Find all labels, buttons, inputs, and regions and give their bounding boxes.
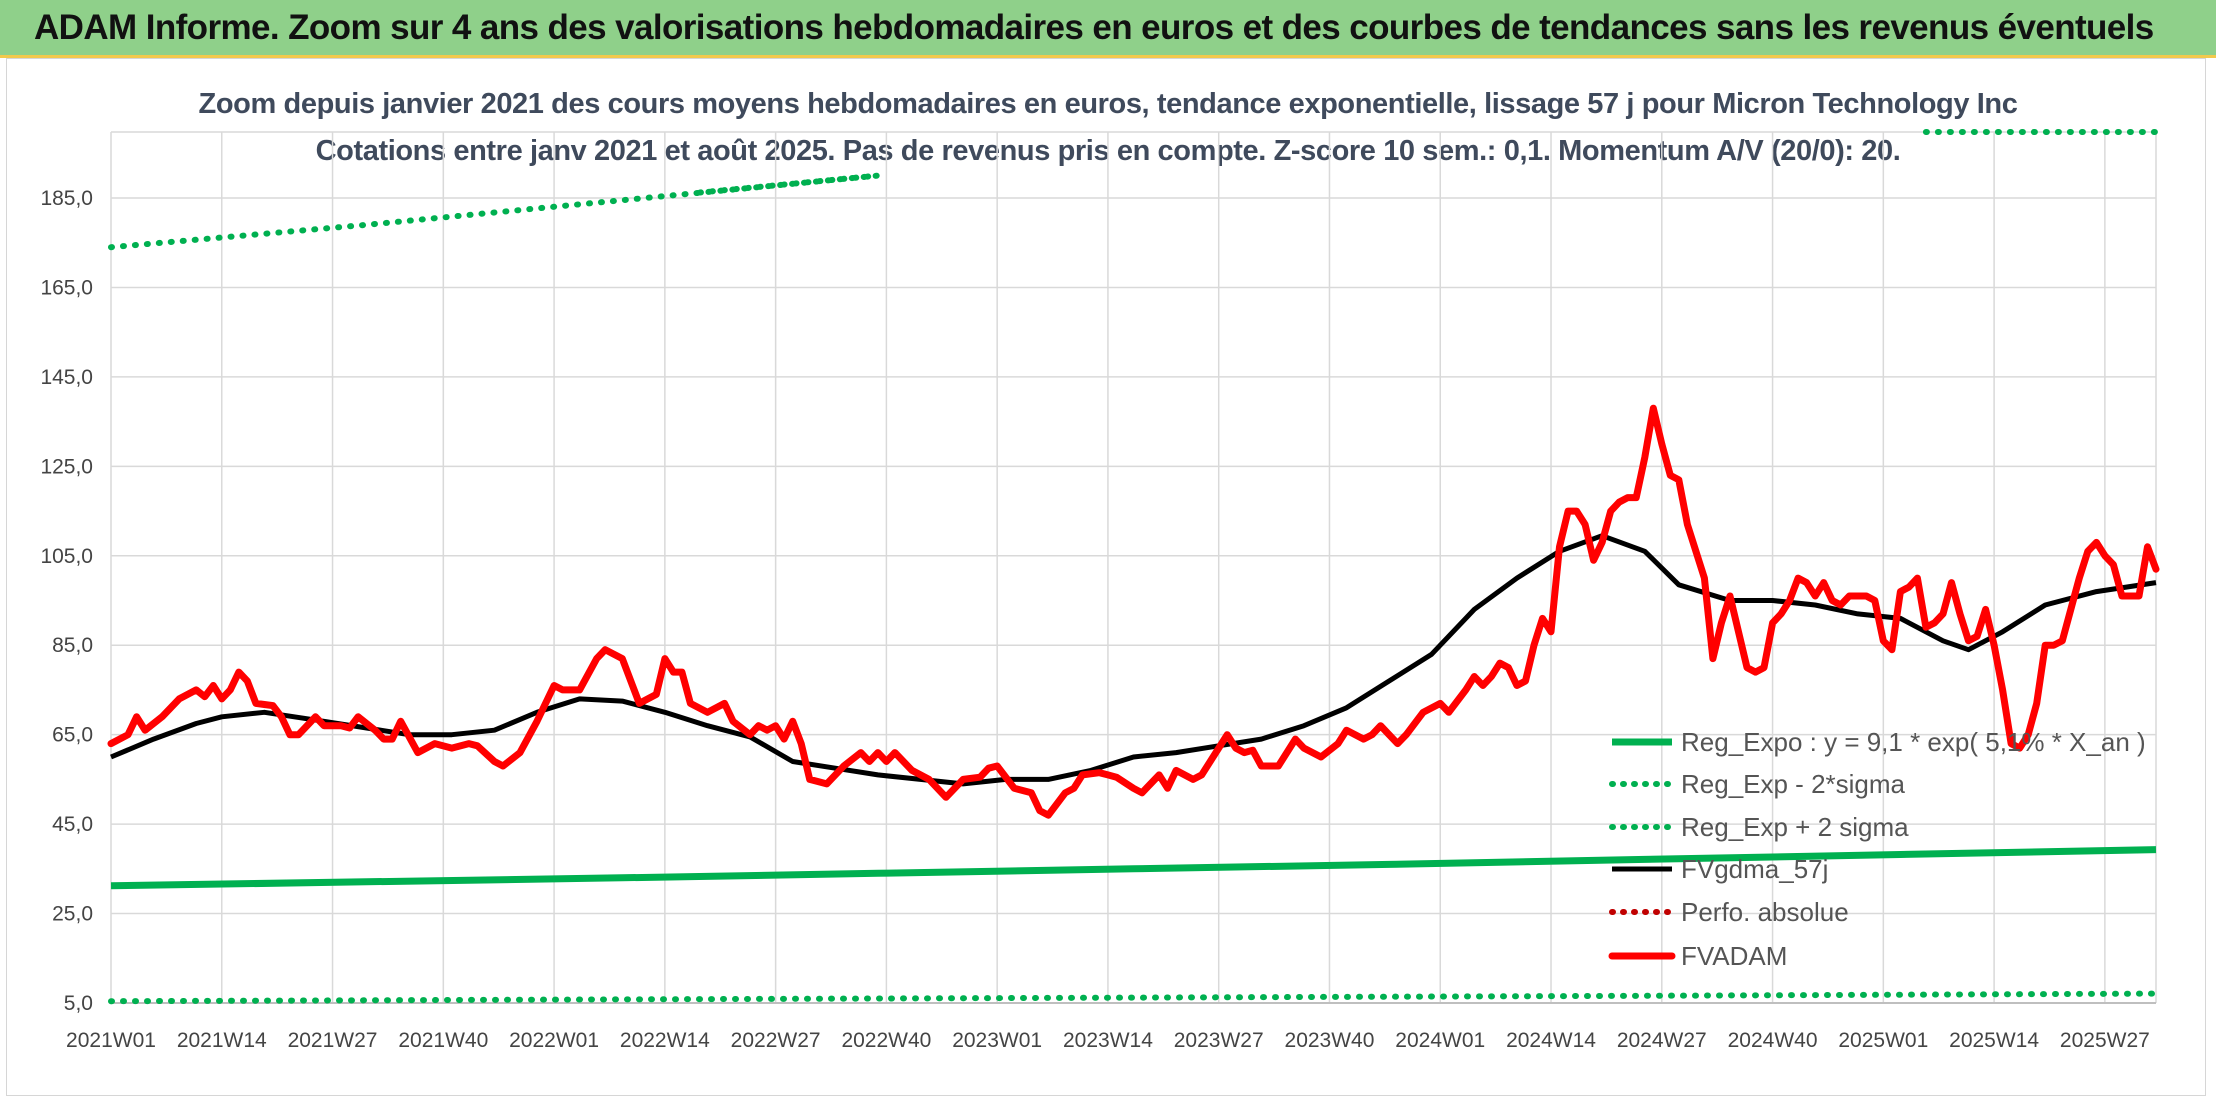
x-tick-label: 2024W14	[1506, 1029, 1596, 1052]
page-title: ADAM Informe. Zoom sur 4 ans des valoris…	[34, 8, 2154, 47]
legend-label-reg-exp-2-sigma: Reg_Exp + 2 sigma	[1681, 812, 1909, 842]
legend-label-reg-expo-y-9-1-exp-5-1-x-an: Reg_Expo : y = 9,1 * exp( 5,1% * X_an )	[1681, 727, 2146, 757]
y-tick-label: 85,0	[52, 634, 93, 657]
x-tick-label: 2022W27	[731, 1029, 821, 1052]
series-line-reg-exp-plus-2-sigma	[108, 172, 879, 251]
y-tick-label: 145,0	[40, 366, 93, 389]
x-tick-label: 2021W27	[288, 1029, 378, 1052]
legend-label-reg-exp-2-sigma: Reg_Exp - 2*sigma	[1681, 769, 1906, 799]
x-tick-label: 2022W14	[620, 1029, 710, 1052]
y-tick-label: 185,0	[40, 187, 93, 210]
series-line-reg-expo-y-9-1-exp-5-1-x-an	[110, 846, 2157, 890]
legend-label-perfo-absolue: Perfo. absolue	[1681, 897, 1849, 927]
header-banner: ADAM Informe. Zoom sur 4 ans des valoris…	[0, 0, 2216, 58]
x-tick-label: 2023W01	[952, 1029, 1042, 1052]
y-tick-label: 45,0	[52, 813, 93, 836]
y-tick-label: 165,0	[40, 276, 93, 299]
y-tick-label: 25,0	[52, 903, 93, 926]
legend-label-fvadam: FVADAM	[1681, 941, 1787, 971]
y-tick-label: 5,0	[64, 992, 93, 1015]
x-tick-label: 2024W27	[1617, 1029, 1707, 1052]
x-tick-label: 2021W14	[177, 1029, 267, 1052]
x-tick-label: 2023W40	[1285, 1029, 1375, 1052]
legend-label-fvgdma-57j: FVgdma_57j	[1681, 854, 1828, 884]
x-tick-label: 2025W27	[2060, 1029, 2150, 1052]
x-tick-label: 2021W01	[66, 1029, 156, 1052]
x-tick-label: 2024W01	[1395, 1029, 1485, 1052]
x-tick-label: 2024W40	[1728, 1029, 1818, 1052]
series-line-reg-exp-2-sigma	[108, 990, 2159, 1005]
y-tick-label: 65,0	[52, 724, 93, 747]
chart-title: Zoom depuis janvier 2021 des cours moyen…	[198, 88, 2018, 120]
x-tick-label: 2023W27	[1174, 1029, 1264, 1052]
x-tick-label: 2021W40	[398, 1029, 488, 1052]
series-line-fvgdma-57j	[110, 533, 2157, 787]
x-tick-label: 2025W14	[1949, 1029, 2039, 1052]
y-tick-label: 125,0	[40, 455, 93, 478]
x-tick-label: 2022W01	[509, 1029, 599, 1052]
x-tick-label: 2023W14	[1063, 1029, 1153, 1052]
y-tick-label: 105,0	[40, 545, 93, 568]
x-tick-label: 2025W01	[1838, 1029, 1928, 1052]
x-tick-label: 2022W40	[841, 1029, 931, 1052]
series-line-fvadam	[107, 404, 2160, 819]
chart-frame	[6, 58, 2206, 1096]
